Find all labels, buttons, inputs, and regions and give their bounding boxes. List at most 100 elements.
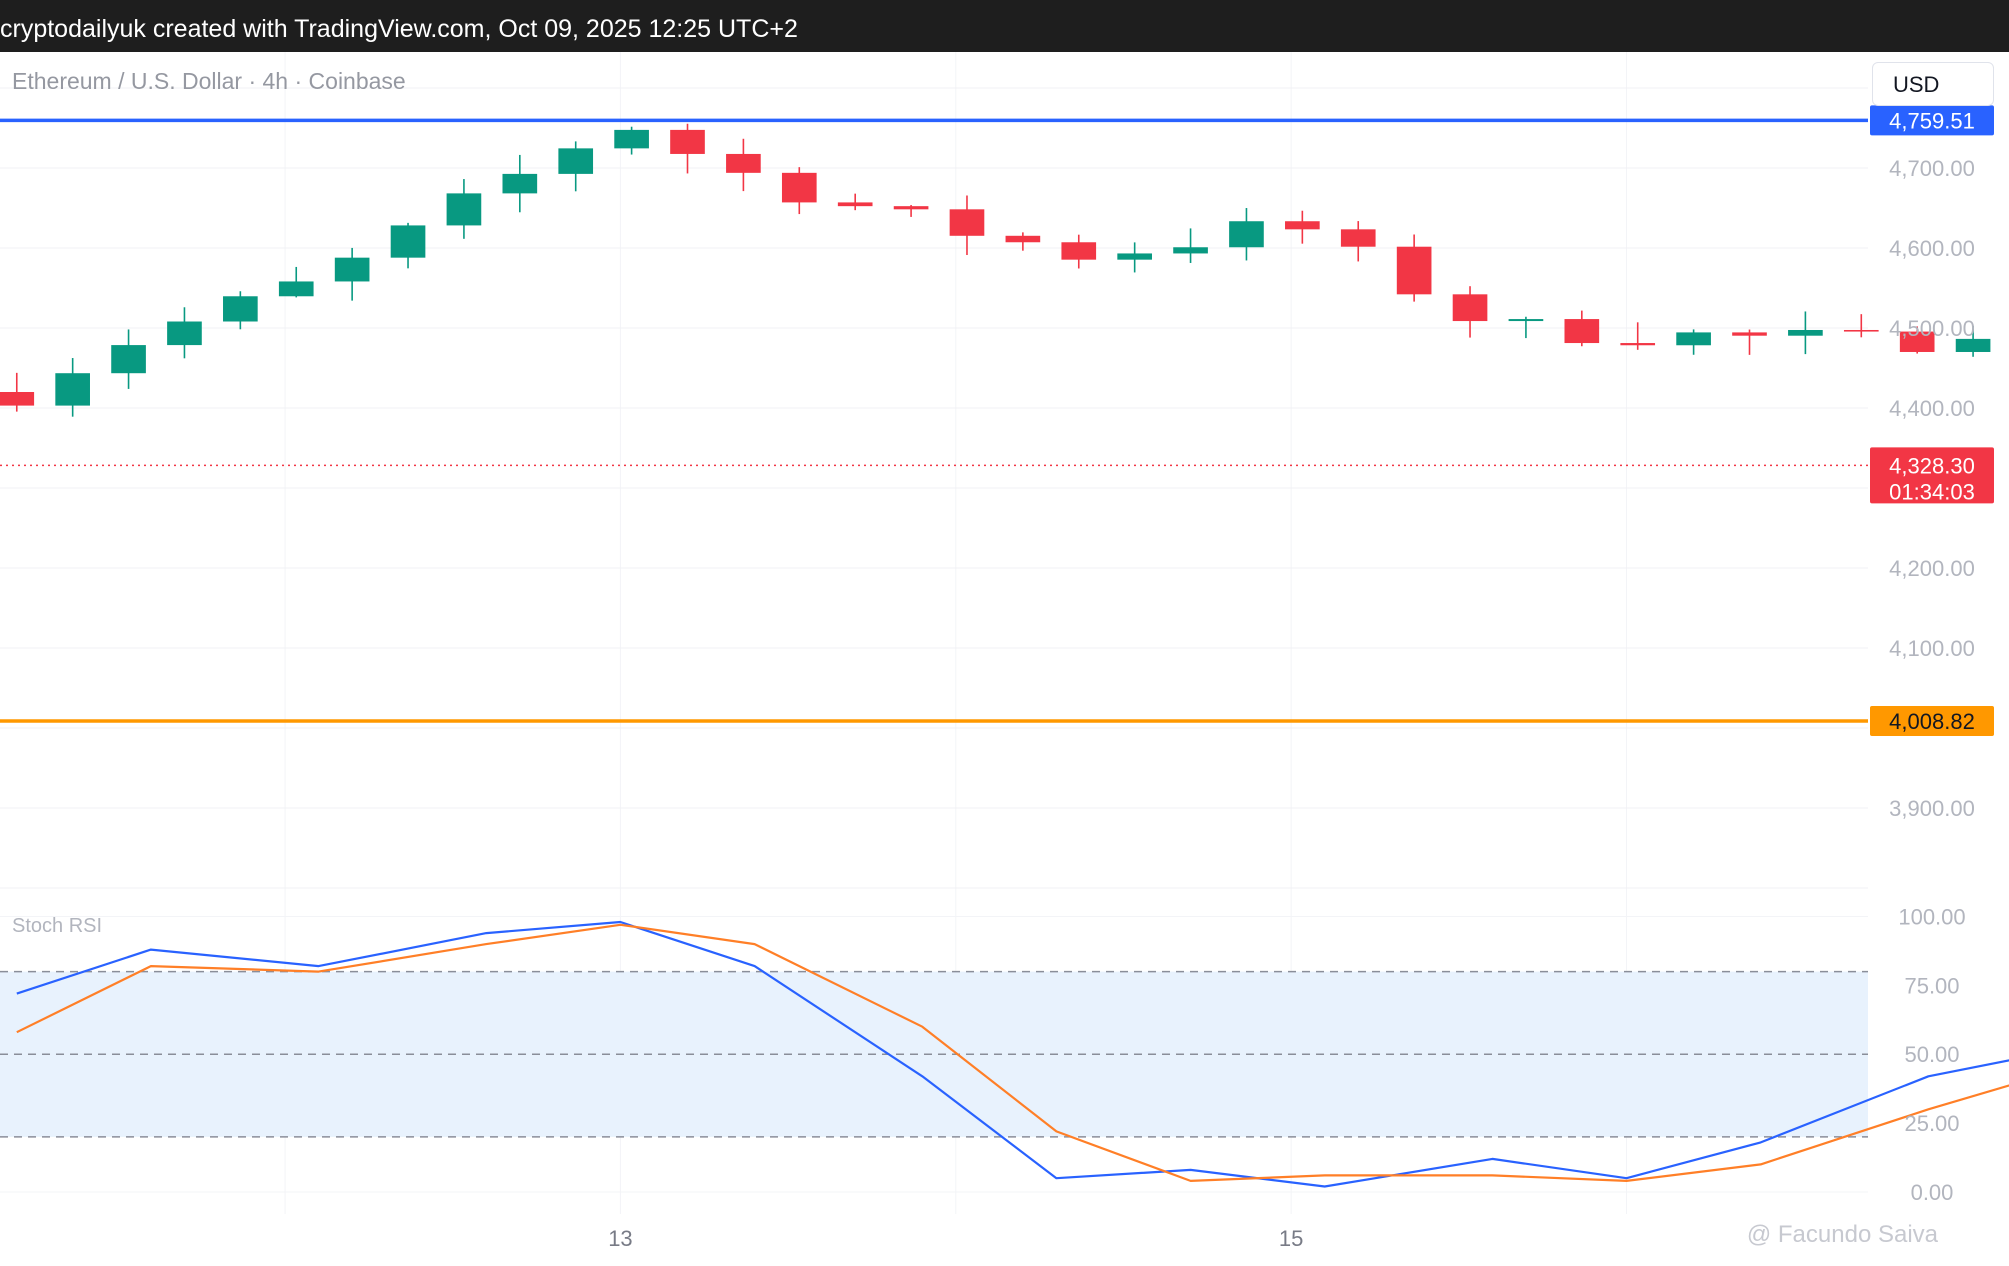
- stoch-lines: [16, 920, 2009, 1188]
- key-levels: [0, 118, 1868, 723]
- candle: [111, 329, 146, 389]
- candle: [1396, 234, 1432, 302]
- candle-body: [670, 129, 705, 154]
- candle: [1564, 310, 1600, 347]
- candle-body: [893, 206, 929, 210]
- annotations: Ethereum / U.S. Dollar · 4h · Coinbase S…: [12, 68, 1939, 1248]
- stoch-tick-label: 100.00: [1898, 905, 1965, 930]
- candle: [1676, 329, 1711, 355]
- watermark-text: @ Facundo Saiva: [1747, 1221, 1939, 1248]
- candle: [726, 138, 761, 192]
- candle-body: [223, 296, 258, 322]
- candle: [781, 167, 817, 215]
- candle-body: [558, 148, 594, 174]
- candle-body: [502, 173, 538, 194]
- candle-body: [1788, 329, 1823, 336]
- candle: [1229, 208, 1264, 261]
- price-badge-label: 4,759.51: [1889, 108, 1975, 133]
- candle-body: [949, 209, 985, 236]
- price-tick-label: 3,900.00: [1889, 796, 1975, 821]
- candle: [614, 126, 649, 155]
- candle: [223, 291, 258, 330]
- price-tick-label: 4,200.00: [1889, 556, 1975, 581]
- price-tick-label: 4,400.00: [1889, 396, 1975, 421]
- candle: [893, 205, 929, 217]
- candle-body: [1564, 319, 1600, 344]
- candle-body: [1005, 235, 1041, 243]
- candle: [502, 154, 538, 213]
- time-axis[interactable]: 13 15: [608, 1226, 1303, 1251]
- candle-body: [55, 373, 90, 406]
- candle: [167, 307, 202, 359]
- candle: [558, 141, 594, 192]
- stoch-tick-label: 25.00: [1904, 1111, 1959, 1136]
- candle-body: [614, 129, 649, 149]
- candle-body: [1396, 246, 1432, 295]
- candle-body: [781, 172, 817, 203]
- candle-body: [111, 345, 146, 374]
- candle-body: [1173, 247, 1208, 254]
- stoch-tick-label: 0.00: [1911, 1180, 1954, 1205]
- stoch-line-k: [16, 920, 2009, 1188]
- candle-body: [1117, 253, 1152, 260]
- time-tick-label: 15: [1279, 1226, 1303, 1251]
- candle-body: [1340, 229, 1376, 247]
- price-badge: [1870, 705, 1994, 736]
- candle-body: [726, 153, 761, 173]
- candle-body: [1229, 221, 1264, 248]
- candle: [334, 247, 370, 301]
- candle-body: [0, 392, 35, 406]
- candle-body: [837, 202, 873, 207]
- candle: [1620, 322, 1656, 350]
- stoch-line-d: [16, 923, 2009, 1182]
- candle: [278, 266, 314, 298]
- candle: [1117, 242, 1152, 273]
- countdown-label: 01:34:03: [1889, 479, 1975, 504]
- price-badge: [1870, 105, 1994, 136]
- price-axis[interactable]: 4,800.004,700.004,600.004,500.004,400.00…: [1870, 76, 1994, 1205]
- candle: [1452, 286, 1488, 338]
- candle-body: [167, 321, 202, 346]
- candle: [949, 195, 985, 256]
- candle: [837, 193, 873, 211]
- candle: [0, 372, 35, 412]
- candle: [1061, 234, 1097, 269]
- candle: [390, 222, 426, 269]
- currency-button[interactable]: USD: [1872, 62, 1994, 106]
- last-price-badge: [1870, 447, 1994, 504]
- stoch-tick-label: 50.00: [1904, 1042, 1959, 1067]
- candle-body: [1508, 319, 1544, 322]
- candle-body: [1843, 329, 1879, 332]
- last-price-label: 4,328.30: [1889, 453, 1975, 478]
- candle-body: [334, 257, 370, 282]
- candle: [1843, 314, 1879, 338]
- price-tick-label: 4,500.00: [1889, 316, 1975, 341]
- candle-body: [390, 225, 426, 258]
- candle-body: [1676, 332, 1711, 346]
- candle-body: [278, 281, 314, 297]
- stoch-tick-label: 75.00: [1904, 973, 1959, 998]
- tradingview-chart[interactable]: 0.236 (4,539.41)0.382 (4,403.25)0.5 (4,2…: [0, 52, 2009, 1266]
- symbol-title: Ethereum / U.S. Dollar · 4h · Coinbase: [12, 68, 406, 94]
- candle: [1173, 228, 1208, 263]
- candle: [446, 179, 482, 239]
- candle: [1955, 326, 1991, 357]
- stoch-band: [0, 970, 1868, 1138]
- candle-body: [1899, 331, 1935, 352]
- price-tick-label: 4,100.00: [1889, 636, 1975, 661]
- candle-body: [446, 193, 482, 226]
- candle-body: [1061, 242, 1097, 260]
- caption-text: cryptodailyuk created with TradingView.c…: [0, 15, 798, 43]
- candle: [1340, 221, 1376, 262]
- price-tick-label: 4,700.00: [1889, 156, 1975, 181]
- caption-bar: cryptodailyuk created with TradingView.c…: [0, 0, 2009, 52]
- candle: [1788, 311, 1823, 355]
- candle: [1899, 326, 1935, 354]
- candle: [1005, 232, 1041, 251]
- candle: [1732, 329, 1767, 355]
- price-badge-label: 4,008.82: [1889, 709, 1975, 734]
- time-tick-label: 13: [608, 1226, 632, 1251]
- candle-body: [1452, 294, 1488, 322]
- price-tick-label: 4,600.00: [1889, 236, 1975, 261]
